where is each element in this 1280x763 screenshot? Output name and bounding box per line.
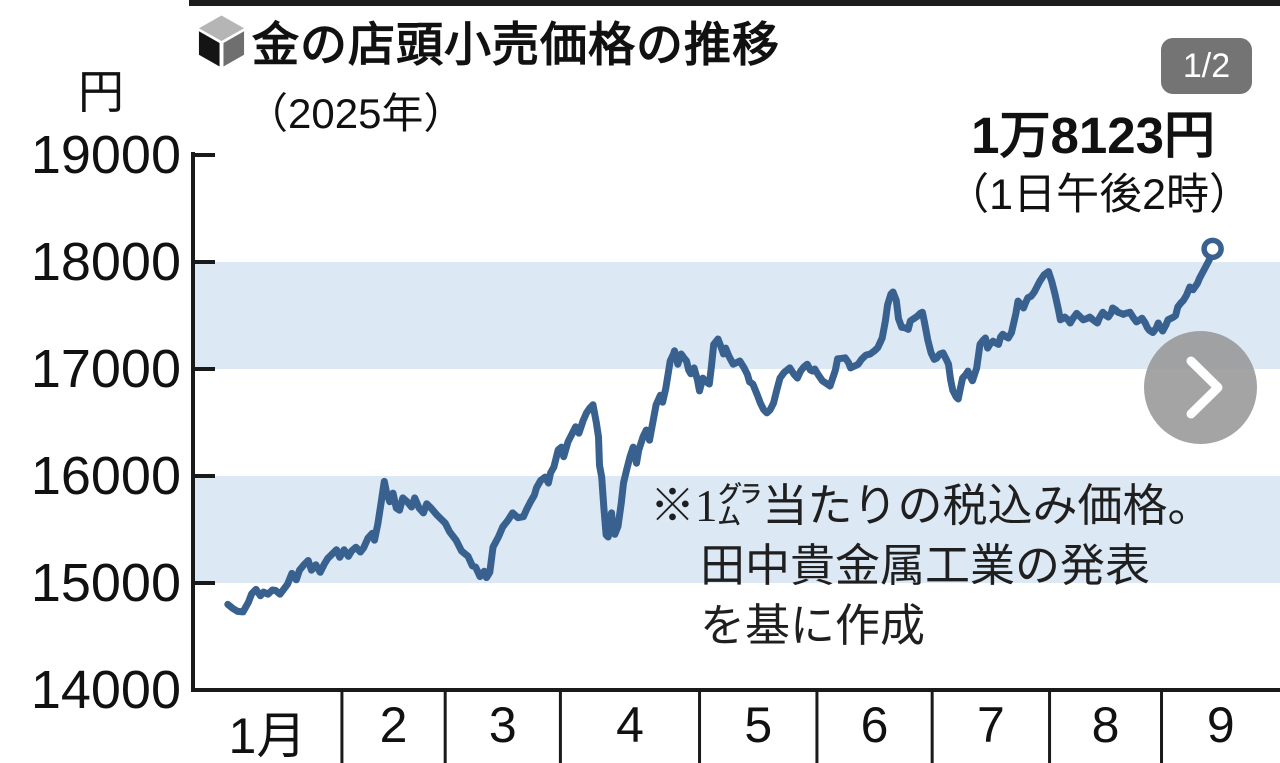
source-note-line3: を基に作成 (700, 601, 926, 651)
latest-price-timestamp: （1日午後2時） (946, 171, 1252, 219)
top-border-rule (189, 0, 1280, 6)
carousel-page-badge: 1/2 (1161, 38, 1252, 94)
latest-point-marker (1201, 237, 1224, 261)
x-axis-month-label: 2 (379, 697, 408, 753)
y-axis-tick-label: 17000 (30, 339, 181, 399)
chart-subtitle-year: （2025年） (246, 90, 466, 137)
y-axis-tick-label: 18000 (30, 232, 181, 292)
next-button[interactable] (1144, 331, 1257, 444)
y-axis-tick-label: 16000 (30, 446, 181, 506)
source-note-line2: 田中貴金属工業の発表 (700, 541, 1151, 591)
x-axis-month-label: 1月 (228, 708, 307, 763)
y-axis-unit-label: 円 (78, 66, 124, 118)
latest-price-value: 1万8123円 (971, 107, 1215, 164)
y-axis-tick-label: 19000 (30, 125, 181, 185)
x-axis-month-label: 8 (1091, 697, 1120, 753)
x-axis-month-label: 5 (744, 697, 773, 753)
source-note-line1: ※1㌘当たりの税込み価格。 (650, 481, 1213, 531)
x-axis-month-label: 4 (616, 697, 644, 753)
y-axis-tick-label: 14000 (30, 660, 181, 720)
chart-title: 金の店頭小売価格の推移 (252, 18, 780, 71)
x-axis-month-label: 9 (1206, 697, 1235, 753)
source-note: ※1㌘当たりの税込み価格。 田中貴金属工業の発表 を基に作成 (650, 476, 1213, 656)
x-axis-month-label: 6 (860, 697, 889, 753)
cube-bullet-icon (198, 15, 245, 67)
y-axis-tick-label: 15000 (30, 553, 181, 613)
gold-price-line (224, 245, 1217, 616)
carousel-page-count: 1/2 (1182, 46, 1231, 85)
chevron-right-icon (1186, 356, 1223, 419)
x-axis-month-label: 7 (976, 697, 1005, 753)
x-axis-month-label: 3 (488, 697, 517, 753)
